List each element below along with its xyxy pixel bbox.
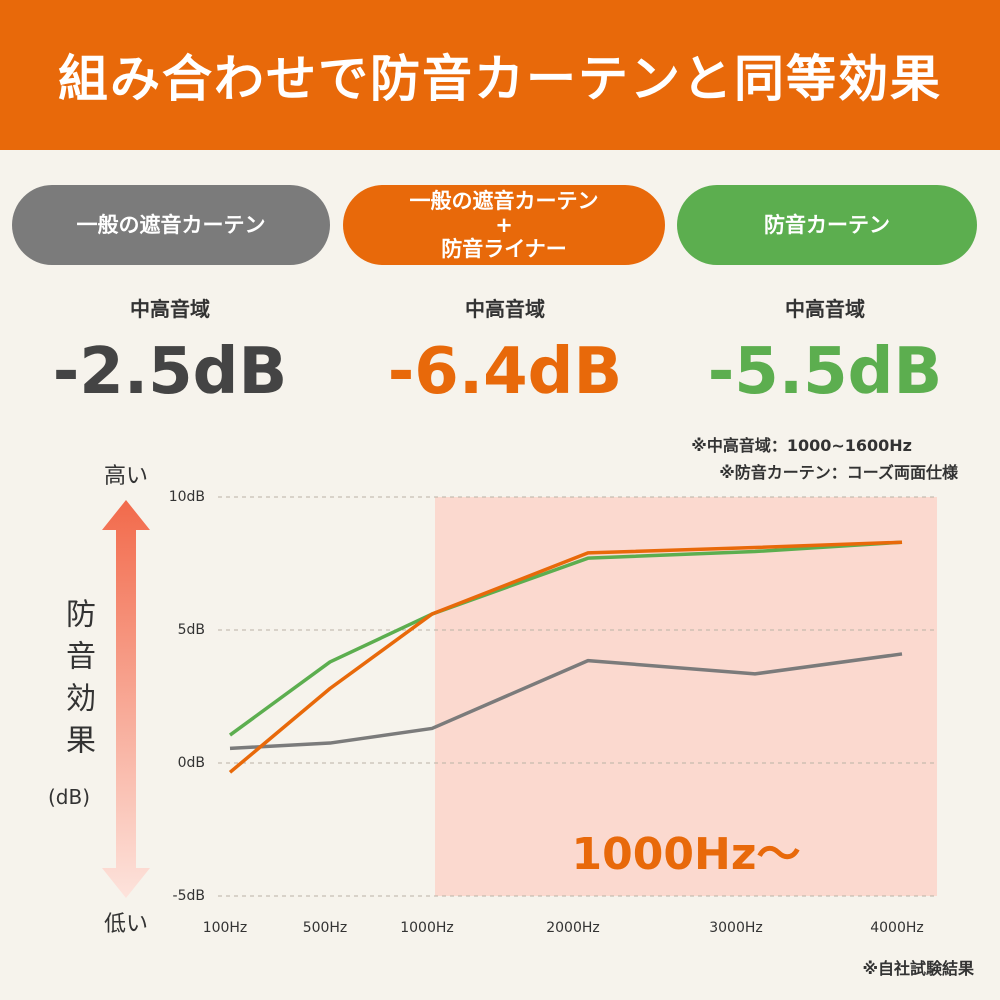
x-tick-label: 3000Hz [709,920,763,936]
series-line [228,540,903,774]
title: 組み合わせで防音カーテンと同等効果 [0,0,1000,150]
series-line [228,540,903,737]
legend-badge: 防音カーテン [677,185,977,265]
y-tick-label: 10dB [169,489,205,505]
highlight-region [435,497,937,896]
stat-label: 中高音域 [785,297,865,321]
y-axis-label: 防音効果 [60,598,95,766]
y-axis-unit: (dB) [48,785,91,809]
axis-arrow [102,500,150,898]
x-tick-label: 4000Hz [870,920,924,936]
y-axis-low: 低い [104,912,148,937]
series-line [229,652,903,751]
legend-badge: 一般の遮音カーテン + 防音ライナー [343,185,665,265]
note: ※中高音域：1000~1600Hz [691,436,912,455]
y-tick-label: 5dB [178,622,205,638]
x-tick-label: 500Hz [303,920,348,936]
y-axis-high: 高い [104,464,148,489]
footnote: ※自社試験結果 [862,959,974,978]
stat-value: -5.5dB [707,335,943,409]
y-tick-label: 0dB [178,755,205,771]
stat-label: 中高音域 [465,297,545,321]
x-tick-label: 100Hz [203,920,248,936]
note: ※防音カーテン：コーズ両面仕様 [719,463,958,482]
stat-value: -2.5dB [52,335,288,409]
annotation: 1000Hz〜 [572,829,801,880]
stat-value: -6.4dB [387,335,623,409]
stat-label: 中高音域 [130,297,210,321]
x-tick-label: 1000Hz [400,920,454,936]
legend-badge: 一般の遮音カーテン [12,185,330,265]
y-tick-label: -5dB [173,888,205,904]
x-tick-label: 2000Hz [546,920,600,936]
